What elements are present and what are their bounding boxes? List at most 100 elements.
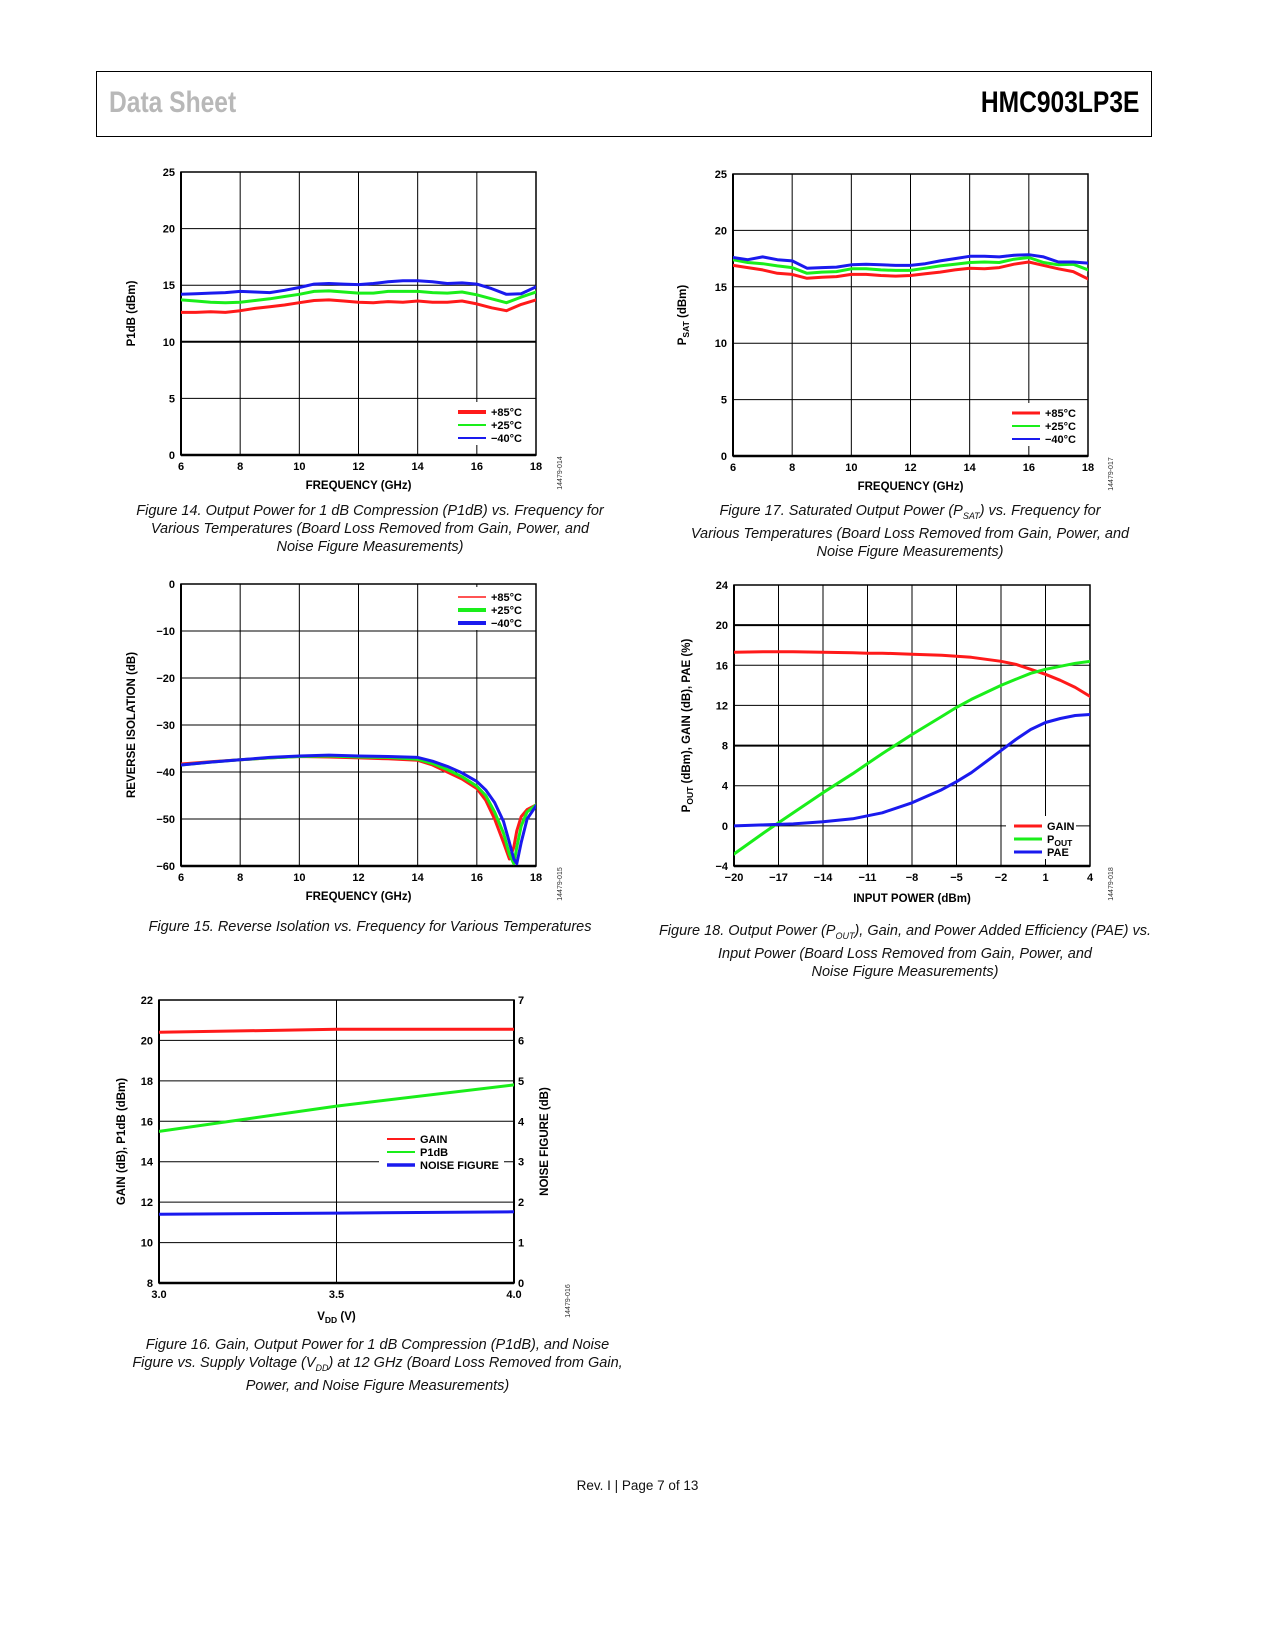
x-tick-label: 4	[1087, 872, 1094, 884]
x-tick-label: 6	[730, 462, 736, 474]
y-tick-label: −30	[156, 720, 175, 732]
figure-code: 14479-018	[1108, 867, 1115, 901]
y-right-tick-label: 1	[518, 1238, 524, 1250]
legend-label: NOISE FIGURE	[420, 1160, 499, 1172]
y-tick-label: 0	[169, 450, 175, 462]
y-tick-label: 10	[715, 338, 727, 350]
x-tick-label: 12	[352, 461, 364, 473]
y-axis-right-label: NOISE FIGURE (dB)	[539, 1087, 551, 1196]
caption-line: Noise Figure Measurements)	[816, 543, 1004, 560]
series-group	[181, 279, 536, 314]
legend-label: +85°C	[1045, 408, 1076, 420]
caption-subscript: SAT	[962, 510, 980, 521]
caption-line: Figure 17. Saturated Output Power (PSAT)…	[670, 502, 1150, 525]
x-tick-label: 18	[530, 461, 542, 473]
x-tick-label: −17	[769, 872, 788, 884]
caption-fig17: Figure 17. Saturated Output Power (PSAT)…	[670, 502, 1150, 561]
caption-text: Figure 18. Output Power (P	[658, 923, 836, 939]
y-axis-label: REVERSE ISOLATION (dB)	[126, 652, 138, 798]
x-tick-label: 16	[471, 872, 483, 884]
header-part-number: HMC903LP3E	[980, 86, 1139, 119]
series-line-85c	[181, 298, 536, 314]
caption-text: ) at 12 GHz (Board Loss Removed from Gai…	[328, 1355, 623, 1371]
legend-label: PAE	[1047, 847, 1069, 859]
series-group	[733, 253, 1088, 281]
legend-label: GAIN	[1047, 821, 1075, 833]
y-tick-label: 15	[715, 282, 727, 294]
x-tick-label: 10	[845, 462, 857, 474]
figure-code: 14479-015	[557, 867, 564, 901]
x-tick-label: 6	[178, 872, 184, 884]
series-line-25c	[733, 256, 1088, 275]
legend-label: GAIN	[420, 1134, 448, 1146]
caption-text: Figure 17. Saturated Output Power (P	[719, 503, 963, 519]
y-tick-label: 0	[721, 451, 727, 463]
y-right-tick-label: 2	[518, 1197, 524, 1209]
caption-line: Various Temperatures (Board Loss Removed…	[150, 521, 590, 537]
y-tick-label: 20	[716, 620, 728, 632]
series-line-25c	[181, 289, 536, 305]
legend-label: P1dB	[420, 1147, 448, 1159]
caption-line: Figure 18. Output Power (POUT), Gain, an…	[655, 922, 1155, 945]
x-axis-label: FREQUENCY (GHz)	[306, 891, 412, 903]
y-tick-label: −10	[156, 626, 175, 638]
x-tick-label: −14	[814, 872, 834, 884]
x-tick-label: 1	[1042, 872, 1048, 884]
x-tick-label: 14	[412, 872, 425, 884]
page-header: Data Sheet HMC903LP3E	[96, 71, 1152, 137]
series-group	[159, 1027, 514, 1216]
y-axis-label: PSAT (dBm)	[677, 285, 691, 346]
x-tick-label: 4.0	[506, 1289, 521, 1301]
caption-line: Input Power (Board Loss Removed from Gai…	[718, 945, 1092, 962]
y-tick-label: −40	[156, 767, 175, 779]
caption-line: Power, and Noise Figure Measurements)	[245, 1377, 510, 1394]
legend-label: −40°C	[491, 618, 522, 630]
caption-line: Noise Figure Measurements)	[276, 539, 464, 555]
x-tick-label: −11	[858, 872, 876, 884]
caption-fig15: Figure 15. Reverse Isolation vs. Frequen…	[100, 918, 640, 936]
legend-label: −40°C	[491, 433, 522, 445]
caption-text: ) vs. Frequency for	[979, 503, 1101, 519]
x-tick-label: 12	[904, 462, 916, 474]
caption-fig16: Figure 16. Gain, Output Power for 1 dB C…	[100, 1336, 655, 1395]
caption-line: Noise Figure Measurements)	[811, 963, 999, 980]
caption-fig18: Figure 18. Output Power (POUT), Gain, an…	[655, 922, 1155, 981]
legend-label: POUT	[1047, 834, 1073, 848]
series-line-pae	[734, 713, 1090, 828]
x-tick-label: 16	[1023, 462, 1035, 474]
x-tick-label: −8	[906, 872, 919, 884]
y-axis-label: GAIN (dB), P1dB (dBm)	[116, 1078, 128, 1205]
series-group	[734, 650, 1090, 856]
page-footer: Rev. I | Page 7 of 13	[576, 1478, 699, 1493]
y-right-tick-label: 3	[518, 1157, 524, 1169]
figure-code: 14479-014	[557, 456, 564, 490]
x-tick-label: 10	[293, 872, 305, 884]
x-tick-label: 14	[964, 462, 977, 474]
legend-label: +85°C	[491, 407, 522, 419]
series-line-p1db	[159, 1083, 514, 1133]
y-tick-label: 0	[169, 579, 175, 591]
caption-subscript: DD	[315, 1362, 329, 1373]
y-tick-label: −50	[156, 814, 175, 826]
caption-line: Figure 16. Gain, Output Power for 1 dB C…	[145, 1337, 610, 1353]
caption-subscript: OUT	[835, 930, 855, 941]
caption-fig14: Figure 14. Output Power for 1 dB Compres…	[100, 502, 640, 556]
legend-label: +25°C	[1045, 421, 1076, 433]
y-tick-label: 5	[721, 395, 727, 407]
legend-label: +25°C	[491, 605, 522, 617]
x-tick-label: 18	[1082, 462, 1094, 474]
y-tick-label: 16	[716, 660, 728, 672]
x-axis-label: FREQUENCY (GHz)	[306, 480, 412, 492]
caption-line: Figure 15. Reverse Isolation vs. Frequen…	[148, 919, 592, 935]
x-tick-label: −5	[950, 872, 963, 884]
y-tick-label: 10	[141, 1238, 153, 1250]
y-tick-label: −4	[715, 861, 728, 873]
x-tick-label: 14	[412, 461, 425, 473]
y-right-tick-label: 5	[518, 1076, 524, 1088]
y-tick-label: 10	[163, 337, 175, 349]
y-right-tick-label: 7	[518, 995, 524, 1007]
y-tick-label: 14	[141, 1157, 154, 1169]
x-tick-label: 3.5	[329, 1289, 344, 1301]
caption-text: Figure vs. Supply Voltage (V	[132, 1355, 316, 1371]
